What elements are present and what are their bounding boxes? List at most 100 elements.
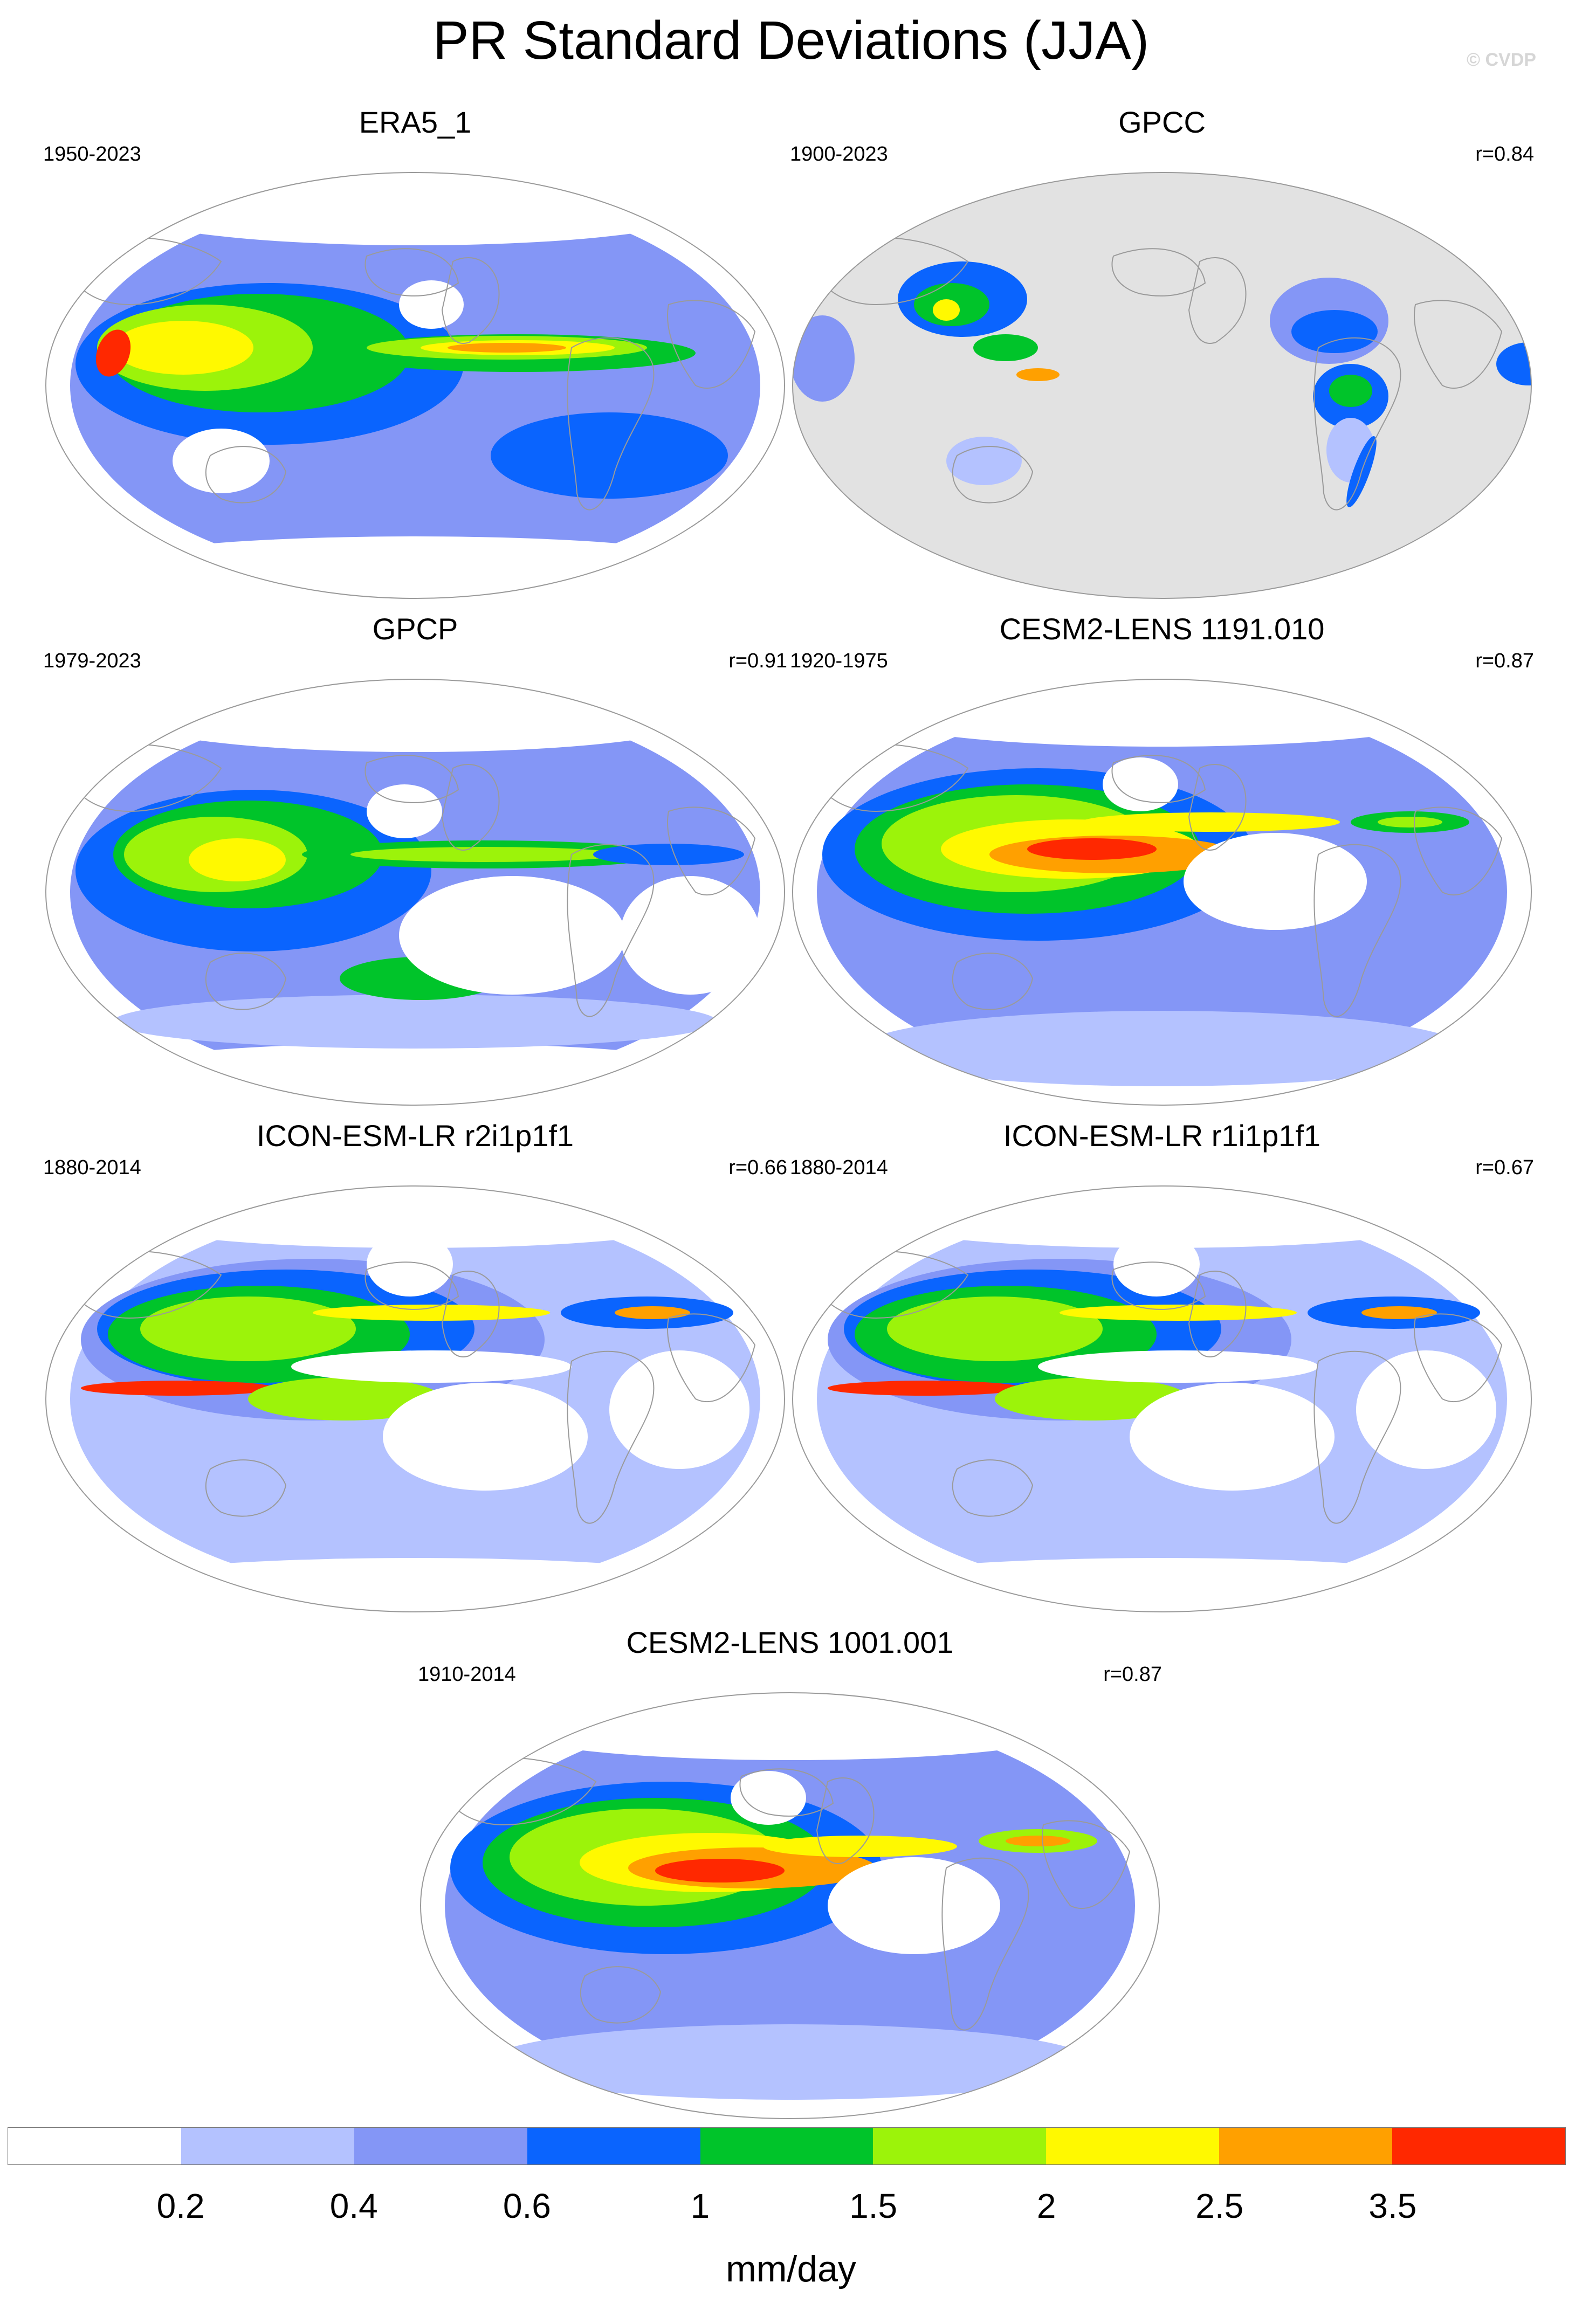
precip-contour: [399, 876, 625, 995]
precip-contour: [1184, 833, 1367, 930]
colorbar: [8, 2127, 1566, 2165]
colorbar-units: mm/day: [726, 2249, 856, 2289]
coastline: [952, 953, 1034, 1010]
precip-contour: [399, 280, 464, 329]
precip-contour: [113, 1558, 717, 1606]
precip-contour: [995, 1377, 1189, 1420]
coastline: [1313, 1350, 1401, 1524]
panel-correlation: r=0.66: [728, 1156, 787, 1179]
map-panel-gpcc: GPCC 1900-2023 r=0.84: [790, 105, 1534, 601]
panel-title: GPCP: [372, 612, 458, 646]
coastline: [1111, 755, 1206, 803]
coastline: [667, 806, 756, 895]
coastline: [739, 1768, 834, 1817]
colorbar-tick-label: 0.6: [503, 2187, 551, 2225]
precip-contour: [1060, 1305, 1297, 1321]
panel-years: 1979-2023: [43, 650, 141, 672]
panel-title: ERA5_1: [359, 105, 472, 139]
colorbar-tick-label: 1: [690, 2187, 710, 2225]
panel-years: 1950-2023: [43, 143, 141, 165]
colorbar-swatch: [181, 2128, 354, 2164]
precip-contour: [313, 1305, 550, 1321]
coastline: [441, 1271, 500, 1357]
panel-correlation: r=0.91: [728, 650, 787, 672]
precip-contour: [887, 1297, 1103, 1361]
map-panel-icon-r2: ICON-ESM-LR r2i1p1f1 1880-2014 r=0.66: [43, 1119, 787, 1615]
robinson-map: [792, 1185, 1532, 1612]
map-outline: [45, 1185, 785, 1612]
precip-contour: [793, 315, 855, 402]
map-field: [64, 687, 760, 1097]
coastline: [567, 844, 655, 1017]
precip-contour: [609, 1350, 749, 1469]
precip-contour: [1038, 1350, 1318, 1383]
precip-contour: [1378, 817, 1442, 827]
precip-contour: [882, 687, 1442, 747]
panel-correlation: r=0.87: [1475, 650, 1534, 672]
precip-contour: [763, 1836, 957, 1857]
precip-contour: [248, 1377, 442, 1420]
precip-contour: [973, 334, 1038, 361]
colorbar-tick-label: 1.5: [849, 2187, 898, 2225]
precip-contour: [1103, 757, 1178, 811]
precip-contour: [828, 1381, 1022, 1396]
colorbar-swatch: [1392, 2128, 1566, 2164]
coastline: [1188, 1271, 1247, 1357]
panel-title: CESM2-LENS 1191.010: [999, 612, 1325, 646]
panel-correlation: r=0.67: [1475, 1156, 1534, 1179]
coastline: [364, 755, 459, 803]
precip-contour: [491, 412, 728, 499]
precip-contour: [1329, 375, 1372, 407]
precip-contour: [828, 1857, 1000, 1954]
robinson-map: [420, 1692, 1160, 2119]
precip-contour: [933, 299, 960, 321]
map-outline: [45, 172, 785, 599]
precip-contour: [488, 2024, 1092, 2100]
coastline: [1188, 764, 1247, 851]
coastline: [364, 1261, 459, 1310]
ocean-mask: [793, 173, 1531, 598]
map-field: [810, 687, 1507, 1086]
colorbar-swatch: [354, 2128, 527, 2164]
coastline: [567, 337, 655, 511]
coastline: [952, 446, 1034, 504]
precip-contour: [383, 1383, 588, 1491]
precip-contour: [350, 847, 620, 862]
panel-correlation: r=0.87: [1103, 1663, 1162, 1686]
map-outline: [792, 679, 1532, 1106]
precip-contour: [135, 181, 696, 245]
robinson-map: [792, 679, 1532, 1106]
map-outline: [420, 1692, 1160, 2119]
precip-contour: [1496, 342, 1531, 385]
precip-contour: [1361, 1306, 1437, 1319]
precip-contour: [367, 1232, 453, 1297]
panel-years: 1880-2014: [43, 1156, 141, 1179]
map-outline: [45, 679, 785, 1106]
coastline: [1111, 1261, 1206, 1310]
precip-contour: [367, 784, 442, 838]
colorbar-tick-label: 3.5: [1368, 2187, 1417, 2225]
map-panel-cesm2-1001: CESM2-LENS 1001.001 1910-2014 r=0.87: [418, 1625, 1162, 2121]
panel-years: 1910-2014: [418, 1663, 516, 1686]
panel-title: ICON-ESM-LR r1i1p1f1: [1003, 1119, 1321, 1153]
coastline: [952, 1459, 1034, 1517]
map-field: [793, 173, 1531, 598]
precip-contour: [189, 838, 286, 881]
colorbar-swatch: [700, 2128, 873, 2164]
robinson-map: [45, 172, 785, 599]
precip-contour: [1006, 1836, 1070, 1846]
coastline: [816, 1777, 875, 1864]
map-panel-era5: ERA5_1 1950-2023: [43, 105, 787, 601]
map-panel-cesm2-1191: CESM2-LENS 1191.010 1920-1975 r=0.87: [790, 612, 1534, 1108]
panel-title: GPCC: [1118, 105, 1206, 139]
map-field: [64, 181, 760, 590]
coastline: [205, 953, 287, 1010]
panel-years: 1880-2014: [790, 1156, 888, 1179]
coastline: [1042, 1820, 1131, 1909]
coastline: [205, 446, 287, 504]
precip-contour: [731, 1771, 806, 1825]
coastline: [364, 248, 459, 296]
precip-contour: [620, 876, 760, 995]
precip-contour: [95, 329, 131, 377]
panel-years: 1920-1975: [790, 650, 888, 672]
